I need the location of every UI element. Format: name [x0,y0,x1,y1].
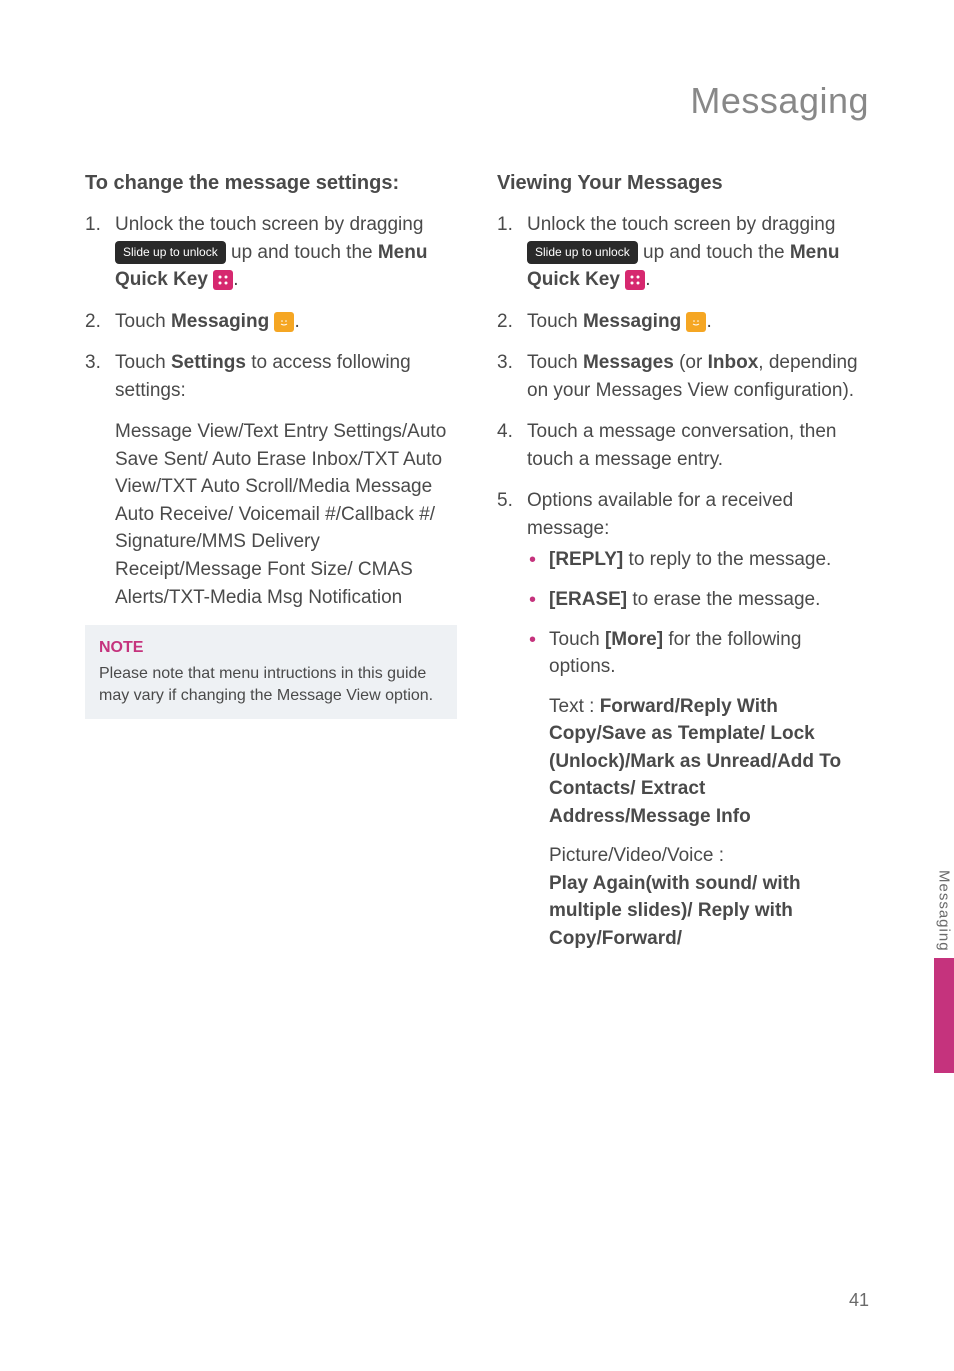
step-text: Touch [115,311,171,332]
bullet-bold: [REPLY] [549,549,623,570]
more-text-block: Text : Forward/Reply With Copy/Save as T… [527,693,869,831]
step-text: Touch [115,352,171,373]
bullet-text: to erase the message. [627,589,820,610]
bullet-text: to reply to the message. [623,549,831,570]
menu-quick-key-icon [213,270,233,290]
bullet-text: Touch [549,629,605,650]
side-tab-label: Messaging [936,870,953,958]
right-heading: Viewing Your Messages [497,170,869,197]
slide-unlock-chip: Slide up to unlock [115,241,226,264]
step-text: Unlock the touch screen by dragging [527,214,835,235]
step-text: (or [674,352,708,373]
slide-unlock-chip: Slide up to unlock [527,241,638,264]
step-text: Options available for a received message… [527,490,793,539]
page-number: 41 [849,1290,869,1311]
more-pvv-block: Picture/Video/Voice : Play Again(with so… [527,842,869,952]
more-label: Text : [549,696,600,717]
options-bullets: [REPLY] to reply to the message. [ERASE]… [527,546,869,680]
side-tab: Messaging [934,870,954,1073]
note-box: NOTE Please note that menu intructions i… [85,625,457,719]
step-bold: Messages [583,352,674,373]
bullet-bold: [More] [605,629,663,650]
settings-list-block: Message View/Text Entry Settings/Auto Sa… [85,418,457,611]
list-item: Unlock the touch screen by dragging Slid… [85,211,457,294]
list-item: Touch Messaging . [497,308,869,336]
more-pvv-label: Picture/Video/Voice : [549,842,869,870]
step-bold: Inbox [708,352,759,373]
left-steps: Unlock the touch screen by dragging Slid… [85,211,457,404]
period: . [233,269,238,290]
step-text: up and touch the [638,242,790,263]
step-bold: Messaging [171,311,274,332]
list-item: Touch Messaging . [85,308,457,336]
note-label: NOTE [99,637,443,659]
messaging-icon [686,312,706,332]
bullet-item: [REPLY] to reply to the message. [527,546,869,574]
right-steps: Unlock the touch screen by dragging Slid… [497,211,869,953]
side-tab-bar [934,958,954,1073]
note-text: Please note that menu intructions in thi… [99,663,443,708]
list-item: Touch a message conversation, then touch… [497,418,869,473]
step-bold: Messaging [583,311,686,332]
left-column: To change the message settings: Unlock t… [85,170,457,967]
list-item: Unlock the touch screen by dragging Slid… [497,211,869,294]
content-area: To change the message settings: Unlock t… [85,170,869,967]
more-pvv-options: Play Again(with sound/ with multiple sli… [549,873,801,949]
step-text: Touch [527,352,583,373]
list-item: Touch Messages (or Inbox, depending on y… [497,349,869,404]
page-title: Messaging [690,80,869,122]
menu-quick-key-icon [625,270,645,290]
step-text: Unlock the touch screen by dragging [115,214,423,235]
right-column: Viewing Your Messages Unlock the touch s… [497,170,869,967]
step-text: Touch [527,311,583,332]
bullet-item: [ERASE] to erase the message. [527,586,869,614]
messaging-icon [274,312,294,332]
bullet-item: Touch [More] for the following options. [527,626,869,681]
step-text: up and touch the [226,242,378,263]
list-item: Touch Settings to access following setti… [85,349,457,404]
bullet-bold: [ERASE] [549,589,627,610]
period: . [645,269,650,290]
list-item: Options available for a received message… [497,487,869,952]
left-heading: To change the message settings: [85,170,457,197]
period: . [294,311,299,332]
step-bold: Settings [171,352,246,373]
period: . [706,311,711,332]
